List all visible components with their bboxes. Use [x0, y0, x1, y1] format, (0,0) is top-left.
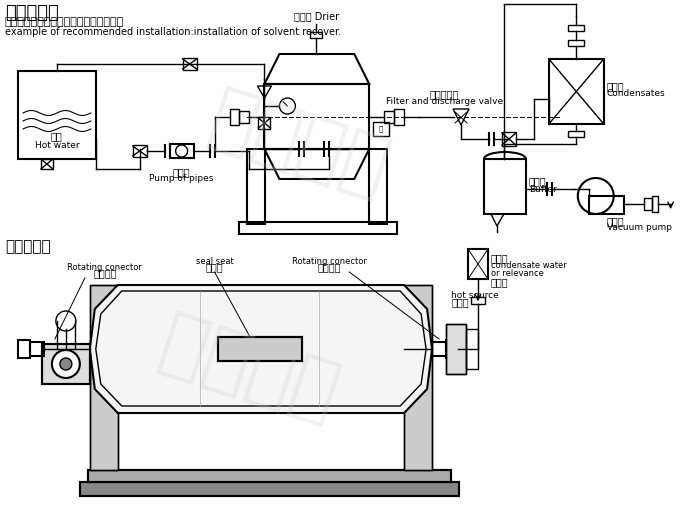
Polygon shape	[90, 285, 432, 413]
Bar	[264, 84, 369, 149]
Text: Pump of pipes: Pump of pipes	[150, 174, 214, 183]
Bar	[30, 342, 44, 356]
Bar	[568, 25, 584, 31]
Text: 冷凝器: 冷凝器	[491, 253, 509, 263]
Bar	[239, 222, 397, 234]
Bar	[18, 340, 30, 358]
Bar	[404, 285, 432, 470]
Bar	[468, 249, 488, 279]
Text: Condensates: Condensates	[607, 89, 665, 99]
Bar	[432, 342, 446, 356]
Bar	[239, 111, 250, 123]
Circle shape	[52, 350, 80, 378]
Bar	[568, 40, 584, 46]
Text: 冷凝器: 冷凝器	[607, 81, 624, 91]
Bar	[18, 71, 96, 159]
Bar	[568, 131, 584, 137]
Text: 恒诚干燥: 恒诚干燥	[151, 305, 348, 433]
Bar	[183, 58, 197, 70]
Text: 管道泵: 管道泵	[172, 167, 190, 177]
Bar	[132, 145, 147, 157]
Bar	[369, 149, 387, 224]
Text: Rotating conector: Rotating conector	[68, 263, 142, 272]
Circle shape	[176, 145, 188, 157]
Bar	[502, 132, 516, 146]
Bar	[373, 122, 389, 136]
Bar	[446, 324, 466, 374]
Text: 恒诚干燥: 恒诚干燥	[201, 81, 398, 208]
Text: Filter and discharge valve: Filter and discharge valve	[386, 97, 502, 106]
Text: seal seat: seal seat	[196, 257, 233, 266]
Text: 干燥机 Drier: 干燥机 Drier	[294, 11, 339, 21]
Bar	[484, 159, 526, 214]
Bar	[80, 482, 459, 496]
Circle shape	[60, 358, 72, 370]
Bar	[230, 109, 239, 125]
Bar	[310, 32, 322, 38]
Bar	[394, 109, 404, 125]
Text: 简易结构图: 简易结构图	[5, 239, 50, 254]
Circle shape	[279, 98, 295, 114]
Bar	[446, 324, 466, 374]
Bar	[217, 337, 302, 361]
Bar	[589, 196, 624, 214]
Bar	[384, 111, 394, 123]
Text: Buffer: Buffer	[529, 185, 557, 193]
Text: 过滤放空阀: 过滤放空阀	[429, 89, 459, 99]
Bar	[88, 470, 451, 482]
Bar	[90, 285, 118, 470]
Text: condensate water: condensate water	[491, 262, 566, 270]
Circle shape	[578, 178, 613, 214]
Text: Rotating conector: Rotating conector	[292, 257, 367, 266]
Text: Vacuum pump: Vacuum pump	[607, 223, 672, 232]
Bar	[80, 482, 459, 496]
Bar	[42, 344, 90, 384]
Bar	[651, 196, 658, 212]
Text: hot source: hot source	[451, 290, 499, 300]
Text: 推荐的工艺安置示范：溶剂回收工艺安置: 推荐的工艺安置示范：溶剂回收工艺安置	[5, 17, 124, 27]
Bar	[248, 149, 266, 224]
Bar	[466, 329, 478, 369]
Bar	[549, 59, 604, 124]
Circle shape	[56, 311, 76, 331]
Text: 旋转接头: 旋转接头	[317, 262, 341, 272]
Bar	[259, 117, 270, 129]
Bar	[644, 198, 651, 210]
Text: or relevance: or relevance	[491, 269, 544, 279]
Bar	[170, 144, 194, 158]
Bar	[41, 159, 53, 169]
Text: 密封座: 密封座	[206, 262, 224, 272]
Bar	[446, 340, 458, 358]
Text: example of recommended installation:installation of solvent recover.: example of recommended installation:inst…	[5, 27, 341, 37]
Bar	[42, 344, 90, 384]
Text: 旋转接头: 旋转接头	[93, 268, 117, 278]
Text: 或回流: 或回流	[491, 277, 509, 287]
Text: 进热源: 进热源	[451, 297, 469, 307]
Text: 缓冲罐: 缓冲罐	[529, 176, 546, 186]
Text: 热水: 热水	[51, 131, 63, 141]
Text: 安装示意图: 安装示意图	[5, 4, 59, 22]
Bar	[217, 337, 302, 361]
Text: Hot water: Hot water	[34, 141, 79, 151]
Bar	[90, 285, 118, 470]
Bar	[471, 297, 485, 304]
Text: 固: 固	[379, 126, 384, 132]
Bar	[88, 470, 451, 482]
Text: 真空泵: 真空泵	[607, 216, 624, 226]
Bar	[404, 285, 432, 470]
